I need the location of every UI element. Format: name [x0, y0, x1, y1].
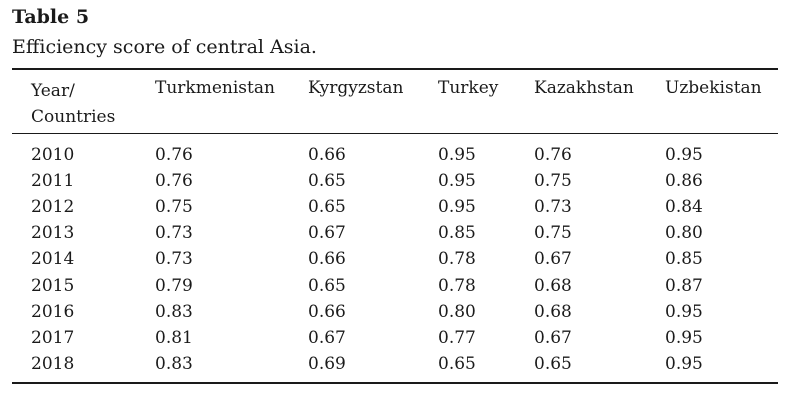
header-turkmenistan: Turkmenistan: [155, 78, 275, 98]
table-cell-value: 0.78: [438, 276, 476, 296]
table-cell-value: 0.95: [438, 197, 476, 217]
table-cell-value: 0.67: [308, 328, 346, 348]
table-cell-value: 0.86: [665, 171, 703, 191]
table-cell-year: 2011: [31, 171, 75, 191]
table-cell-value: 0.95: [665, 145, 703, 165]
table-cell-value: 0.80: [438, 302, 476, 322]
header-turkey: Turkey: [438, 78, 499, 98]
table-cell-year: 2012: [31, 197, 75, 217]
table-cell-value: 0.95: [438, 145, 476, 165]
table-cell-value: 0.65: [308, 197, 346, 217]
table-cell-value: 0.73: [155, 223, 193, 243]
table-cell-value: 0.95: [665, 302, 703, 322]
table-cell-value: 0.79: [155, 276, 193, 296]
table-cell-value: 0.75: [534, 171, 572, 191]
table-cell-value: 0.69: [308, 354, 346, 374]
table-label: Table 5: [12, 6, 90, 28]
bottom-rule: [12, 382, 778, 384]
header-rule: [12, 133, 778, 134]
table-cell-value: 0.65: [534, 354, 572, 374]
table-cell-value: 0.73: [155, 249, 193, 269]
table-cell-value: 0.95: [665, 328, 703, 348]
header-year-countries: Year/ Countries: [31, 78, 115, 130]
header-uzbekistan: Uzbekistan: [665, 78, 762, 98]
table-cell-year: 2018: [31, 354, 75, 374]
table-cell-value: 0.65: [308, 276, 346, 296]
table-cell-value: 0.76: [155, 145, 193, 165]
header-countries-label: Countries: [31, 107, 116, 127]
header-kazakhstan: Kazakhstan: [534, 78, 634, 98]
table-cell-value: 0.87: [665, 276, 703, 296]
table-cell-value: 0.80: [665, 223, 703, 243]
table-cell-value: 0.95: [438, 171, 476, 191]
table-cell-value: 0.76: [155, 171, 193, 191]
table-cell-value: 0.73: [534, 197, 572, 217]
table-caption: Efficiency score of central Asia.: [12, 36, 317, 58]
header-kyrgyzstan: Kyrgyzstan: [308, 78, 404, 98]
table-cell-value: 0.75: [534, 223, 572, 243]
table-cell-value: 0.68: [534, 302, 572, 322]
top-rule: [12, 68, 778, 70]
table-cell-year: 2013: [31, 223, 75, 243]
table-cell-value: 0.68: [534, 276, 572, 296]
table-cell-value: 0.67: [308, 223, 346, 243]
table-cell-value: 0.85: [665, 249, 703, 269]
table-cell-value: 0.75: [155, 197, 193, 217]
table-cell-value: 0.95: [665, 354, 703, 374]
table-cell-value: 0.84: [665, 197, 703, 217]
table-cell-value: 0.66: [308, 145, 346, 165]
table-cell-year: 2015: [31, 276, 75, 296]
table-cell-value: 0.67: [534, 328, 572, 348]
table-cell-value: 0.83: [155, 354, 193, 374]
table-cell-year: 2017: [31, 328, 75, 348]
table-cell-value: 0.65: [438, 354, 476, 374]
table-cell-year: 2014: [31, 249, 75, 269]
table-cell-value: 0.76: [534, 145, 572, 165]
table-cell-value: 0.83: [155, 302, 193, 322]
table-cell-year: 2010: [31, 145, 75, 165]
table-cell-value: 0.67: [534, 249, 572, 269]
table-cell-year: 2016: [31, 302, 75, 322]
table-cell-value: 0.77: [438, 328, 476, 348]
table-cell-value: 0.81: [155, 328, 193, 348]
table-cell-value: 0.66: [308, 302, 346, 322]
table-cell-value: 0.85: [438, 223, 476, 243]
header-year-label: Year/: [31, 81, 75, 101]
table-cell-value: 0.66: [308, 249, 346, 269]
table-cell-value: 0.65: [308, 171, 346, 191]
table-cell-value: 0.78: [438, 249, 476, 269]
